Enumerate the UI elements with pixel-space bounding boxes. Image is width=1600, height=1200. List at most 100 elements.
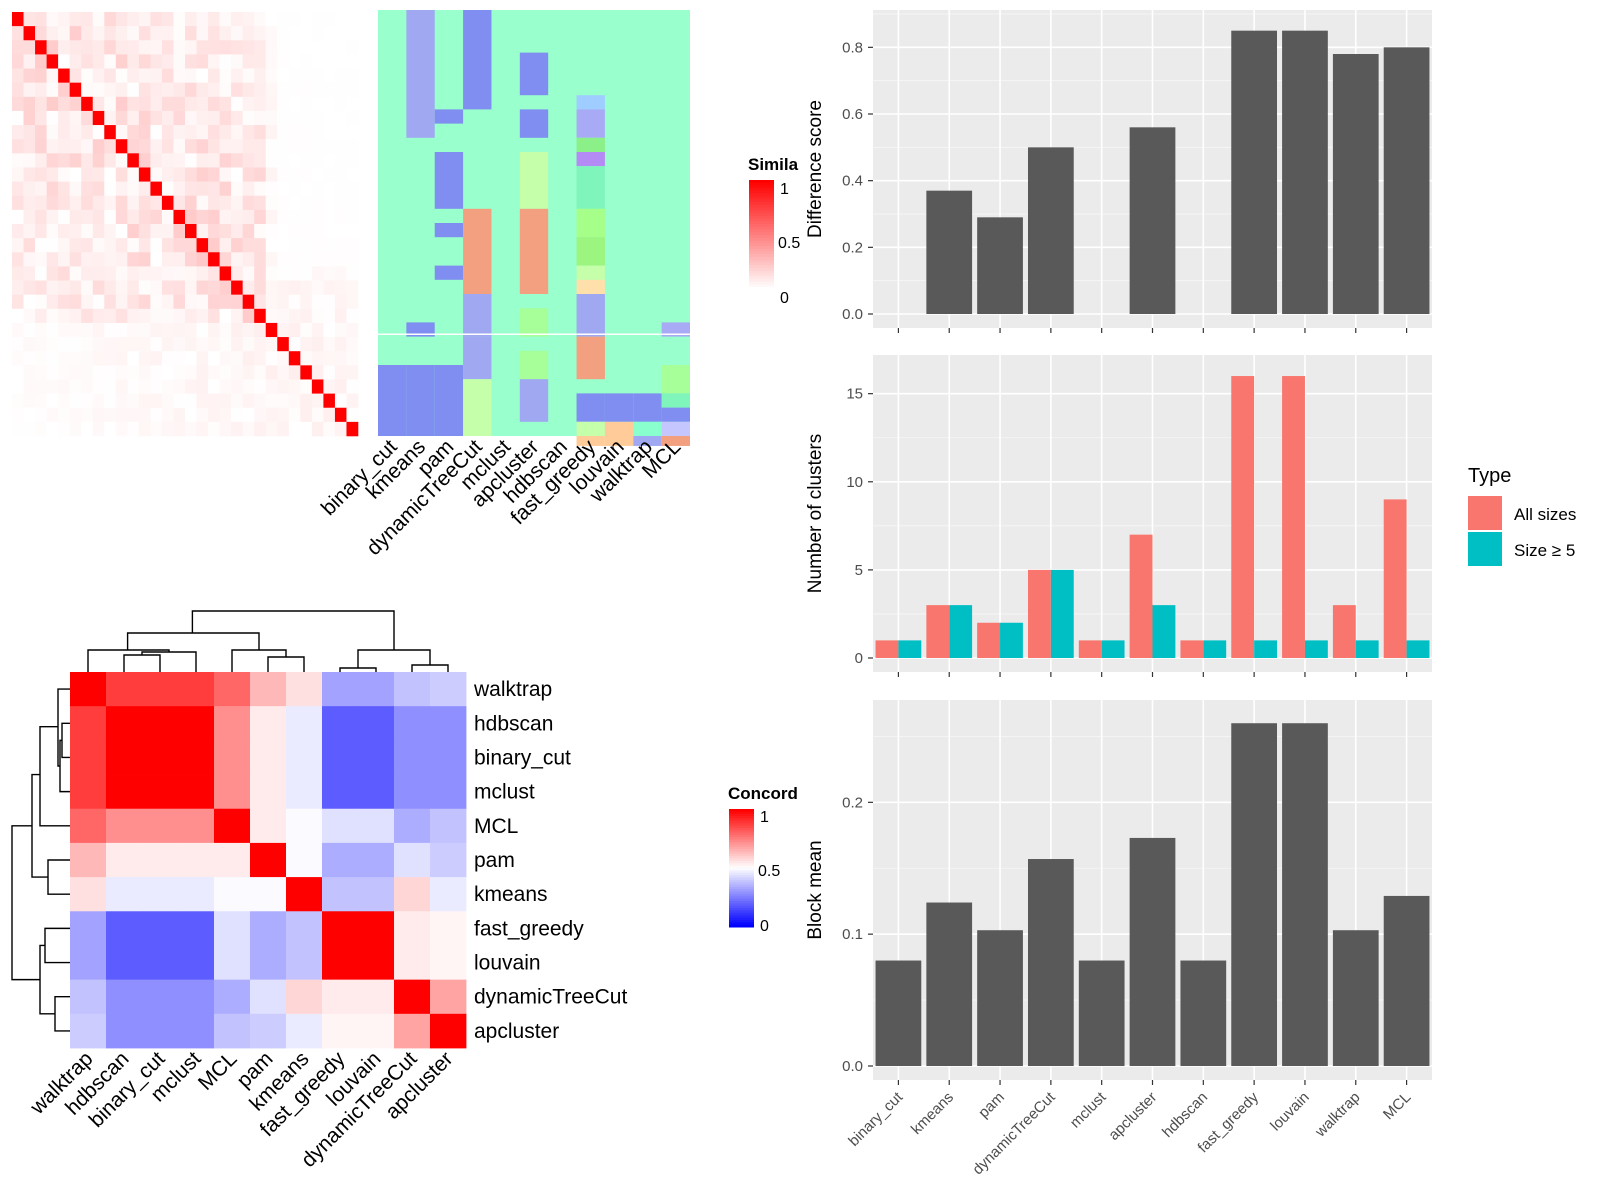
concordance-cell bbox=[106, 1013, 143, 1049]
similarity-cell bbox=[173, 294, 186, 310]
similarity-cell bbox=[23, 68, 36, 83]
assignment-block bbox=[576, 294, 605, 337]
similarity-cell bbox=[242, 167, 255, 182]
similarity-legend-swatch bbox=[749, 270, 774, 274]
similarity-cell bbox=[254, 96, 267, 112]
similarity-cell bbox=[219, 12, 232, 27]
assignment-block bbox=[434, 265, 464, 280]
similarity-cell bbox=[69, 252, 82, 267]
similarity-cell bbox=[104, 337, 117, 352]
similarity-cell bbox=[81, 407, 94, 423]
similarity-cell bbox=[277, 40, 290, 55]
similarity-cell bbox=[161, 139, 174, 154]
similarity-cell bbox=[58, 294, 70, 310]
bar bbox=[926, 605, 950, 658]
similarity-cell bbox=[185, 125, 197, 140]
concordance-cell bbox=[178, 842, 215, 878]
similarity-legend-swatch bbox=[749, 204, 774, 208]
similarity-cell bbox=[173, 40, 186, 55]
similarity-cell bbox=[150, 181, 163, 197]
similarity-cell bbox=[196, 209, 209, 225]
similarity-cell bbox=[173, 379, 186, 394]
type-legend: Type All sizes Size ≥ 5 bbox=[1468, 465, 1576, 566]
similarity-cell bbox=[150, 365, 163, 380]
similarity-cell bbox=[35, 421, 47, 437]
dendrogram-branch bbox=[339, 667, 377, 672]
bar bbox=[1078, 960, 1125, 1066]
y-tick-label: 10 bbox=[846, 474, 863, 491]
similarity-cell bbox=[150, 82, 163, 98]
similarity-cell bbox=[92, 294, 105, 310]
similarity-cell bbox=[35, 351, 47, 366]
similarity-cell bbox=[334, 40, 347, 55]
similarity-cell bbox=[12, 12, 24, 27]
similarity-legend-title: Simila bbox=[748, 155, 799, 174]
similarity-cell bbox=[311, 337, 324, 352]
similarity-cell bbox=[300, 308, 313, 324]
similarity-cell bbox=[35, 195, 47, 211]
assignment-column-labels: binary_cutkmeanspamdynamicTreeCutmclusta… bbox=[317, 435, 685, 560]
similarity-cell bbox=[150, 280, 163, 295]
similarity-cell bbox=[288, 393, 301, 409]
concordance-row-label: kmeans bbox=[474, 883, 548, 906]
similarity-cell bbox=[69, 379, 82, 394]
similarity-cell bbox=[161, 181, 174, 197]
similarity-cell bbox=[35, 82, 47, 98]
similarity-cell bbox=[288, 238, 301, 253]
concordance-row-label: louvain bbox=[474, 952, 541, 975]
similarity-cell bbox=[288, 209, 301, 225]
concordance-legend-swatch bbox=[729, 908, 754, 911]
similarity-cell bbox=[150, 54, 163, 69]
similarity-cell bbox=[277, 294, 290, 310]
similarity-cell bbox=[277, 280, 290, 295]
similarity-cell bbox=[104, 266, 117, 281]
similarity-cell bbox=[231, 252, 243, 267]
dendrogram-branch bbox=[54, 996, 70, 1032]
similarity-cell bbox=[115, 181, 128, 197]
similarity-cell bbox=[231, 365, 243, 380]
similarity-cell bbox=[277, 209, 290, 225]
similarity-cell bbox=[115, 209, 128, 225]
similarity-cell bbox=[138, 153, 151, 168]
similarity-cell bbox=[35, 238, 47, 253]
similarity-cell bbox=[346, 224, 359, 239]
similarity-cell bbox=[346, 40, 359, 55]
y-tick-label: 0 bbox=[855, 650, 863, 667]
similarity-cell bbox=[185, 167, 197, 182]
concordance-legend-swatch bbox=[729, 860, 754, 864]
similarity-cell bbox=[346, 96, 359, 112]
similarity-cell bbox=[277, 125, 290, 140]
similarity-cell bbox=[231, 125, 243, 140]
similarity-cell bbox=[115, 365, 128, 380]
similarity-cell bbox=[69, 153, 82, 168]
similarity-cell bbox=[334, 379, 347, 394]
similarity-cell bbox=[12, 195, 24, 211]
similarity-cell bbox=[104, 351, 117, 366]
similarity-cell bbox=[277, 26, 290, 41]
similarity-cell bbox=[161, 26, 174, 41]
similarity-cell bbox=[196, 337, 209, 352]
concordance-cell bbox=[358, 1013, 395, 1049]
dendrogram-branch bbox=[126, 632, 260, 650]
similarity-legend-swatch bbox=[749, 273, 774, 277]
similarity-cell bbox=[92, 167, 105, 182]
x-tick-label: kmeans bbox=[908, 1089, 957, 1138]
concordance-cell bbox=[70, 1013, 107, 1049]
similarity-cell bbox=[288, 167, 301, 182]
concordance-cell bbox=[178, 945, 215, 981]
similarity-cell bbox=[69, 54, 82, 69]
similarity-cell bbox=[265, 393, 278, 409]
similarity-cell bbox=[219, 40, 232, 55]
similarity-cell bbox=[311, 294, 324, 310]
concordance-cell bbox=[214, 740, 251, 775]
similarity-cell bbox=[138, 308, 151, 324]
similarity-cell bbox=[173, 12, 186, 27]
similarity-cell bbox=[231, 153, 243, 168]
concordance-legend-swatch bbox=[729, 846, 754, 850]
concordance-cell bbox=[70, 808, 107, 844]
similarity-cell bbox=[254, 337, 267, 352]
similarity-cell bbox=[92, 421, 105, 437]
similarity-cell bbox=[334, 351, 347, 366]
bar bbox=[1129, 534, 1153, 658]
